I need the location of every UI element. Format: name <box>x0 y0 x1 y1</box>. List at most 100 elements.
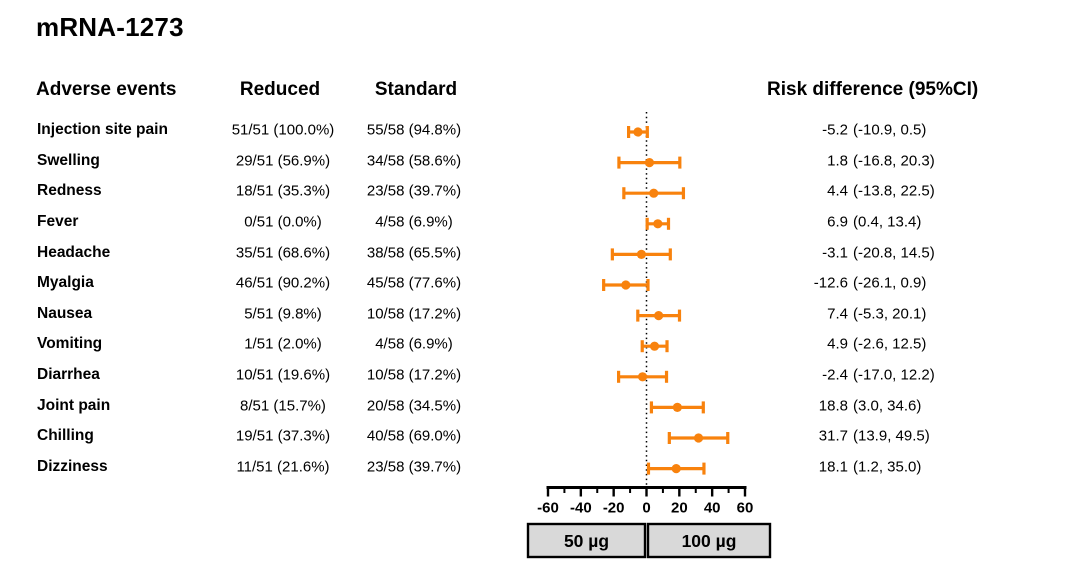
x-axis-tick-label: 0 <box>642 500 650 517</box>
risk-difference-cell: 4.4 (-13.8, 22.5) <box>788 183 1058 200</box>
risk-difference-ci: (-5.3, 20.1) <box>853 305 927 323</box>
adverse-event-label: Injection site pain <box>37 121 168 139</box>
x-axis-tick-label: -60 <box>537 500 559 517</box>
standard-value: 4/58 (6.9%) <box>375 213 453 231</box>
standard-value: 4/58 (6.9%) <box>375 335 453 353</box>
risk-difference-ci: (-13.8, 22.5) <box>853 182 935 200</box>
column-header-standard: Standard <box>374 79 458 100</box>
reduced-value: 11/51 (21.6%) <box>236 458 330 476</box>
point-estimate-marker <box>693 433 704 443</box>
column-header-reduced: Reduced <box>239 79 321 100</box>
point-estimate-marker <box>672 402 682 412</box>
risk-difference-value: -3.1 <box>822 244 848 262</box>
risk-difference-cell: 6.9 (0.4, 13.4) <box>788 214 1058 231</box>
point-estimate-marker <box>671 464 681 474</box>
x-axis-tick-label: -20 <box>603 500 625 517</box>
reduced-value: 10/51 (19.6%) <box>235 366 331 384</box>
standard-value: 10/58 (17.2%) <box>366 366 462 384</box>
point-estimate-marker <box>637 372 648 382</box>
risk-difference-cell: 18.1 (1.2, 35.0) <box>788 458 1058 475</box>
risk-difference-cell: 4.9 (-2.6, 12.5) <box>788 336 1058 353</box>
risk-difference-ci: (0.4, 13.4) <box>853 213 922 231</box>
point-estimate-marker <box>654 311 664 321</box>
table-row: Myalgia 46/51 (90.2%) 45/58 (77.6%) -12.6 (-… <box>0 268 1080 299</box>
table-row: Joint pain 8/51 (15.7%) 20/58 (34.5%) 18.8 (… <box>0 390 1080 421</box>
x-axis-tick-label: -40 <box>570 500 592 517</box>
risk-difference-value: 7.4 <box>827 305 848 323</box>
adverse-events-table: Injection site pain 51/51 (100.0%) 55/58 (… <box>0 115 1080 495</box>
risk-difference-value: 6.9 <box>827 213 848 231</box>
column-header-adverse-events: Adverse events <box>36 79 177 100</box>
risk-difference-ci: (-26.1, 0.9) <box>853 274 927 292</box>
risk-difference-value: 18.1 <box>818 458 848 476</box>
risk-difference-value: -12.6 <box>813 274 848 292</box>
x-axis-tick-label: 20 <box>671 500 688 517</box>
standard-value: 40/58 (69.0%) <box>366 427 462 445</box>
risk-difference-cell: -12.6 (-26.1, 0.9) <box>788 275 1058 292</box>
risk-difference-ci: (-17.0, 12.2) <box>853 366 935 384</box>
adverse-event-label: Vomiting <box>37 335 103 353</box>
risk-difference-ci: (1.2, 35.0) <box>853 458 922 476</box>
reduced-value: 1/51 (2.0%) <box>244 335 322 353</box>
point-estimate-marker <box>649 341 660 351</box>
standard-value: 34/58 (58.6%) <box>366 152 462 170</box>
table-row: Headache 35/51 (68.6%) 38/58 (65.5%) -3.1 (-… <box>0 237 1080 268</box>
standard-value: 23/58 (39.7%) <box>366 458 462 476</box>
adverse-event-label: Dizziness <box>37 457 108 475</box>
legend-label: 50 µg <box>564 531 609 551</box>
table-row: Chilling 19/51 (37.3%) 40/58 (69.0%) 31.7 (1… <box>0 421 1080 452</box>
adverse-event-label: Chilling <box>37 427 94 445</box>
risk-difference-value: 31.7 <box>818 427 848 445</box>
risk-difference-value: -5.2 <box>822 121 848 139</box>
legend-box <box>526 522 647 559</box>
table-row: Swelling 29/51 (56.9%) 34/58 (58.6%) 1.8 (-1… <box>0 146 1080 177</box>
table-row: Redness 18/51 (35.3%) 23/58 (39.7%) 4.4 (-13… <box>0 176 1080 207</box>
point-estimate-marker <box>621 280 631 290</box>
reduced-value: 18/51 (35.3%) <box>235 182 331 200</box>
table-row: Vomiting 1/51 (2.0%) 4/58 (6.9%) 4.9 (-2.6, … <box>0 329 1080 360</box>
figure-title: mRNA-1273 <box>36 12 184 42</box>
reduced-value: 8/51 (15.7%) <box>240 397 326 415</box>
standard-value: 20/58 (34.5%) <box>366 397 462 415</box>
adverse-event-label: Nausea <box>37 304 93 322</box>
risk-difference-ci: (3.0, 34.6) <box>853 397 922 415</box>
risk-difference-cell: 7.4 (-5.3, 20.1) <box>788 305 1058 322</box>
table-row: Injection site pain 51/51 (100.0%) 55/58 (… <box>0 115 1080 146</box>
point-estimate-marker <box>653 219 663 229</box>
point-estimate-marker <box>644 158 655 168</box>
adverse-event-label: Headache <box>37 243 111 261</box>
reduced-value: 0/51 (0.0%) <box>244 213 322 231</box>
risk-difference-cell: -5.2 (-10.9, 0.5) <box>788 122 1058 139</box>
standard-value: 23/58 (39.7%) <box>366 182 462 200</box>
reduced-value: 35/51 (68.6%) <box>235 244 331 262</box>
risk-difference-ci: (13.9, 49.5) <box>853 427 930 445</box>
adverse-event-label: Myalgia <box>37 274 94 292</box>
risk-difference-cell: 18.8 (3.0, 34.6) <box>788 397 1058 414</box>
risk-difference-cell: -2.4 (-17.0, 12.2) <box>788 367 1058 384</box>
risk-difference-cell: 1.8 (-16.8, 20.3) <box>788 152 1058 169</box>
standard-value: 55/58 (94.8%) <box>366 121 462 139</box>
adverse-event-label: Redness <box>37 182 102 200</box>
risk-difference-ci: (-2.6, 12.5) <box>853 335 927 353</box>
adverse-event-label: Joint pain <box>37 396 111 414</box>
risk-difference-value: 1.8 <box>827 152 848 170</box>
risk-difference-value: 18.8 <box>818 397 848 415</box>
legend-label: 100 µg <box>682 531 737 551</box>
table-row: Dizziness 11/51 (21.6%) 23/58 (39.7%) 18.1 (… <box>0 452 1080 483</box>
risk-difference-cell: -3.1 (-20.8, 14.5) <box>788 244 1058 261</box>
reduced-value: 19/51 (37.3%) <box>235 427 331 445</box>
reduced-value: 51/51 (100.0%) <box>231 121 335 139</box>
table-row: Nausea 5/51 (9.8%) 10/58 (17.2%) 7.4 (-5.3, … <box>0 299 1080 330</box>
standard-value: 38/58 (65.5%) <box>366 244 462 262</box>
standard-value: 10/58 (17.2%) <box>366 305 462 323</box>
risk-difference-ci: (-16.8, 20.3) <box>853 152 935 170</box>
table-row: Fever 0/51 (0.0%) 4/58 (6.9%) 6.9 (0.4, 13.4… <box>0 207 1080 238</box>
risk-difference-cell: 31.7 (13.9, 49.5) <box>788 428 1058 445</box>
risk-difference-ci: (-10.9, 0.5) <box>853 121 927 139</box>
risk-difference-value: 4.4 <box>827 182 848 200</box>
x-axis-tick-label: 60 <box>737 500 754 517</box>
adverse-event-label: Fever <box>37 213 79 231</box>
standard-value: 45/58 (77.6%) <box>366 274 462 292</box>
point-estimate-marker <box>636 249 647 259</box>
